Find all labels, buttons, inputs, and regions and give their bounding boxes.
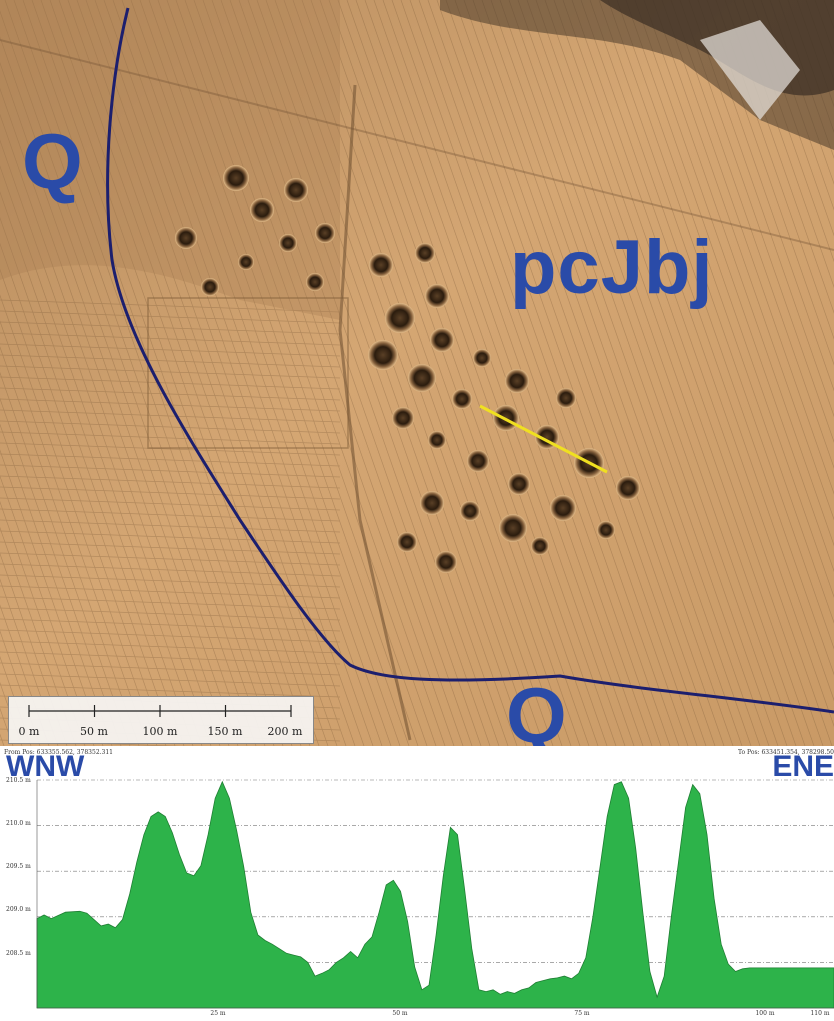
scale-label-150: 150 m <box>207 725 243 738</box>
scale-label-200: 200 m <box>267 725 303 738</box>
direction-label-wnw: WNW <box>6 750 85 783</box>
pit-depression <box>467 450 489 472</box>
pit-depression <box>550 495 576 521</box>
pit-depression <box>597 521 615 539</box>
pit-depression <box>250 198 274 222</box>
scale-label-0: 0 m <box>18 725 40 738</box>
y-tick-label: 209.0 m <box>6 906 31 913</box>
hillshade-terrain <box>0 0 834 746</box>
direction-label-ene: ENE <box>772 750 834 783</box>
pit-depression <box>430 328 454 352</box>
pit-depression <box>460 501 480 521</box>
y-tick-label: 210.5 m <box>6 777 31 784</box>
scale-bar-ruler <box>28 705 292 717</box>
to-position: To Pos: 633451.354, 378298.50 <box>738 749 834 756</box>
geology-label-q-south: Q <box>506 671 567 746</box>
scale-label-50: 50 m <box>80 725 108 738</box>
y-tick-label: 210.0 m <box>6 820 31 827</box>
pit-depression <box>499 514 527 542</box>
x-tick-label: 75 m <box>574 1010 590 1017</box>
pit-depression <box>279 234 297 252</box>
x-tick-label: 110 m <box>810 1010 830 1017</box>
profile-transect-line <box>479 404 608 474</box>
pit-depression <box>385 303 415 333</box>
pit-depression <box>428 431 446 449</box>
y-tick-label: 208.5 m <box>6 950 31 957</box>
pit-depression <box>397 532 417 552</box>
x-tick-label: 25 m <box>210 1010 226 1017</box>
pit-depression <box>369 253 393 277</box>
from-position: From Pos: 633355.562, 378352.311 <box>4 749 113 756</box>
pit-depression <box>452 389 472 409</box>
pit-depression <box>531 537 549 555</box>
terrain-map: Q pcJbj Q 0 m 50 m 100 m 150 m 200 m <box>0 0 834 746</box>
pit-depression <box>556 388 576 408</box>
pit-depression <box>425 284 449 308</box>
pit-depression <box>238 254 254 270</box>
pit-depression <box>435 551 457 573</box>
pit-depression <box>175 227 197 249</box>
x-tick-label: 50 m <box>392 1010 408 1017</box>
geology-label-formation: pcJbj <box>510 225 714 310</box>
geologic-contact-line <box>106 7 834 714</box>
y-tick-label: 209.5 m <box>6 863 31 870</box>
pit-depression <box>223 165 249 191</box>
pit-depression <box>284 178 308 202</box>
pit-depression <box>368 340 398 370</box>
pit-depression <box>392 407 414 429</box>
pit-depression <box>408 364 436 392</box>
pit-depression <box>616 476 640 500</box>
elevation-area <box>36 780 834 1009</box>
pit-depression <box>473 349 491 367</box>
pit-depression <box>201 278 219 296</box>
pit-depression <box>508 473 530 495</box>
geology-label-q-north: Q <box>22 117 83 205</box>
x-tick-label: 100 m <box>755 1010 775 1017</box>
pit-depression <box>306 273 324 291</box>
scale-bar: 0 m 50 m 100 m 150 m 200 m <box>8 696 314 744</box>
elevation-profile-chart <box>36 779 834 1009</box>
pit-depression <box>505 369 529 393</box>
pit-depression <box>415 243 435 263</box>
scale-label-100: 100 m <box>142 725 178 738</box>
pit-depression <box>420 491 444 515</box>
pit-depression <box>315 223 335 243</box>
